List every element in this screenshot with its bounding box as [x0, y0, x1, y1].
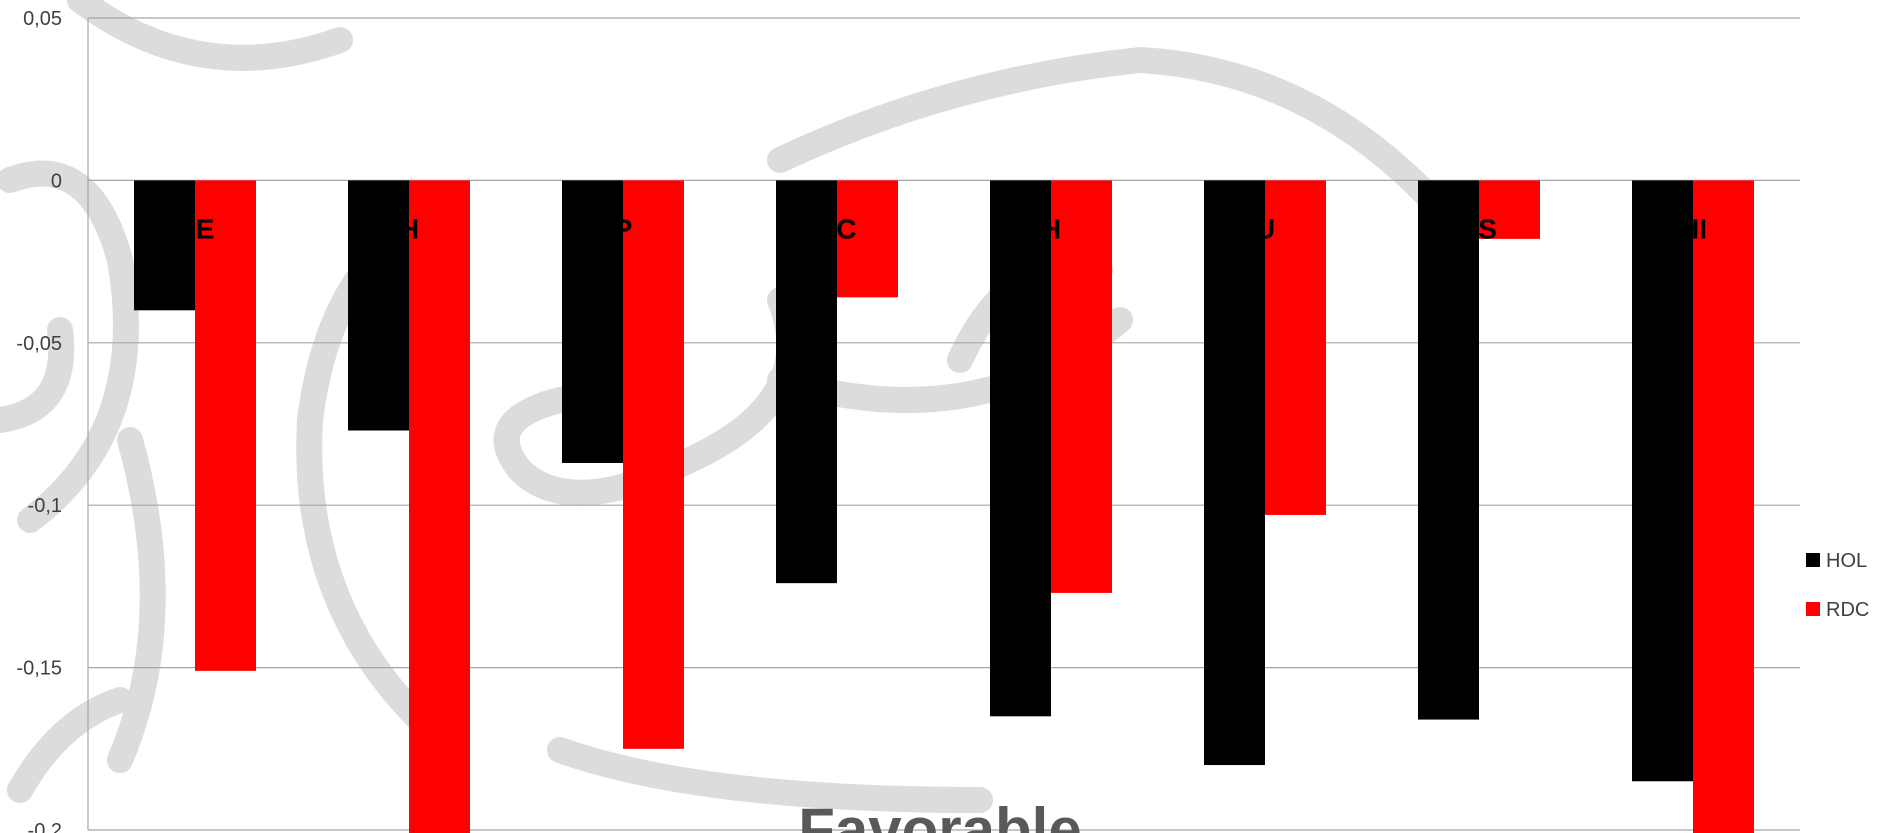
bar-hol-p [562, 180, 623, 463]
category-label: H [399, 213, 419, 244]
category-label: DE [176, 213, 215, 244]
bar-hol-ls [1418, 180, 1479, 720]
y-tick-label: -0,05 [16, 333, 62, 355]
category-label: U [1255, 213, 1275, 244]
category-label: P [614, 213, 633, 244]
bar-hol-de [134, 180, 195, 311]
bar-hol-hi [1632, 180, 1693, 782]
bar-rdc-h [409, 180, 470, 833]
y-tick-label: 0,05 [23, 8, 62, 30]
bar-rdc-p [623, 180, 684, 749]
y-tick-label: -0,15 [16, 658, 62, 680]
bar-rdc-ls [1479, 180, 1540, 239]
legend-label-rdc: RDC [1826, 599, 1869, 621]
bar-rdc-hi [1693, 180, 1754, 833]
bar-hol-h [348, 180, 409, 431]
y-tick-label: -0,1 [28, 495, 62, 517]
bar-hol-h [990, 180, 1051, 717]
favorable-label: Favorable [798, 796, 1081, 833]
bar-hol-sc [776, 180, 837, 584]
bar-rdc-de [195, 180, 256, 671]
category-label: LS [1461, 213, 1497, 244]
legend-label-hol: HOL [1826, 550, 1867, 572]
y-tick-label: 0 [51, 170, 62, 192]
bar-hol-u [1204, 180, 1265, 766]
legend-swatch-rdc [1806, 602, 1820, 616]
y-tick-label: -0,2 [28, 820, 62, 833]
bar-rdc-u [1265, 180, 1326, 515]
category-label: H [1041, 213, 1061, 244]
category-label: HI [1679, 213, 1707, 244]
category-label: SC [818, 213, 857, 244]
bar-rdc-sc [837, 180, 898, 298]
legend-swatch-hol [1806, 553, 1820, 567]
bar-rdc-h [1051, 180, 1112, 593]
